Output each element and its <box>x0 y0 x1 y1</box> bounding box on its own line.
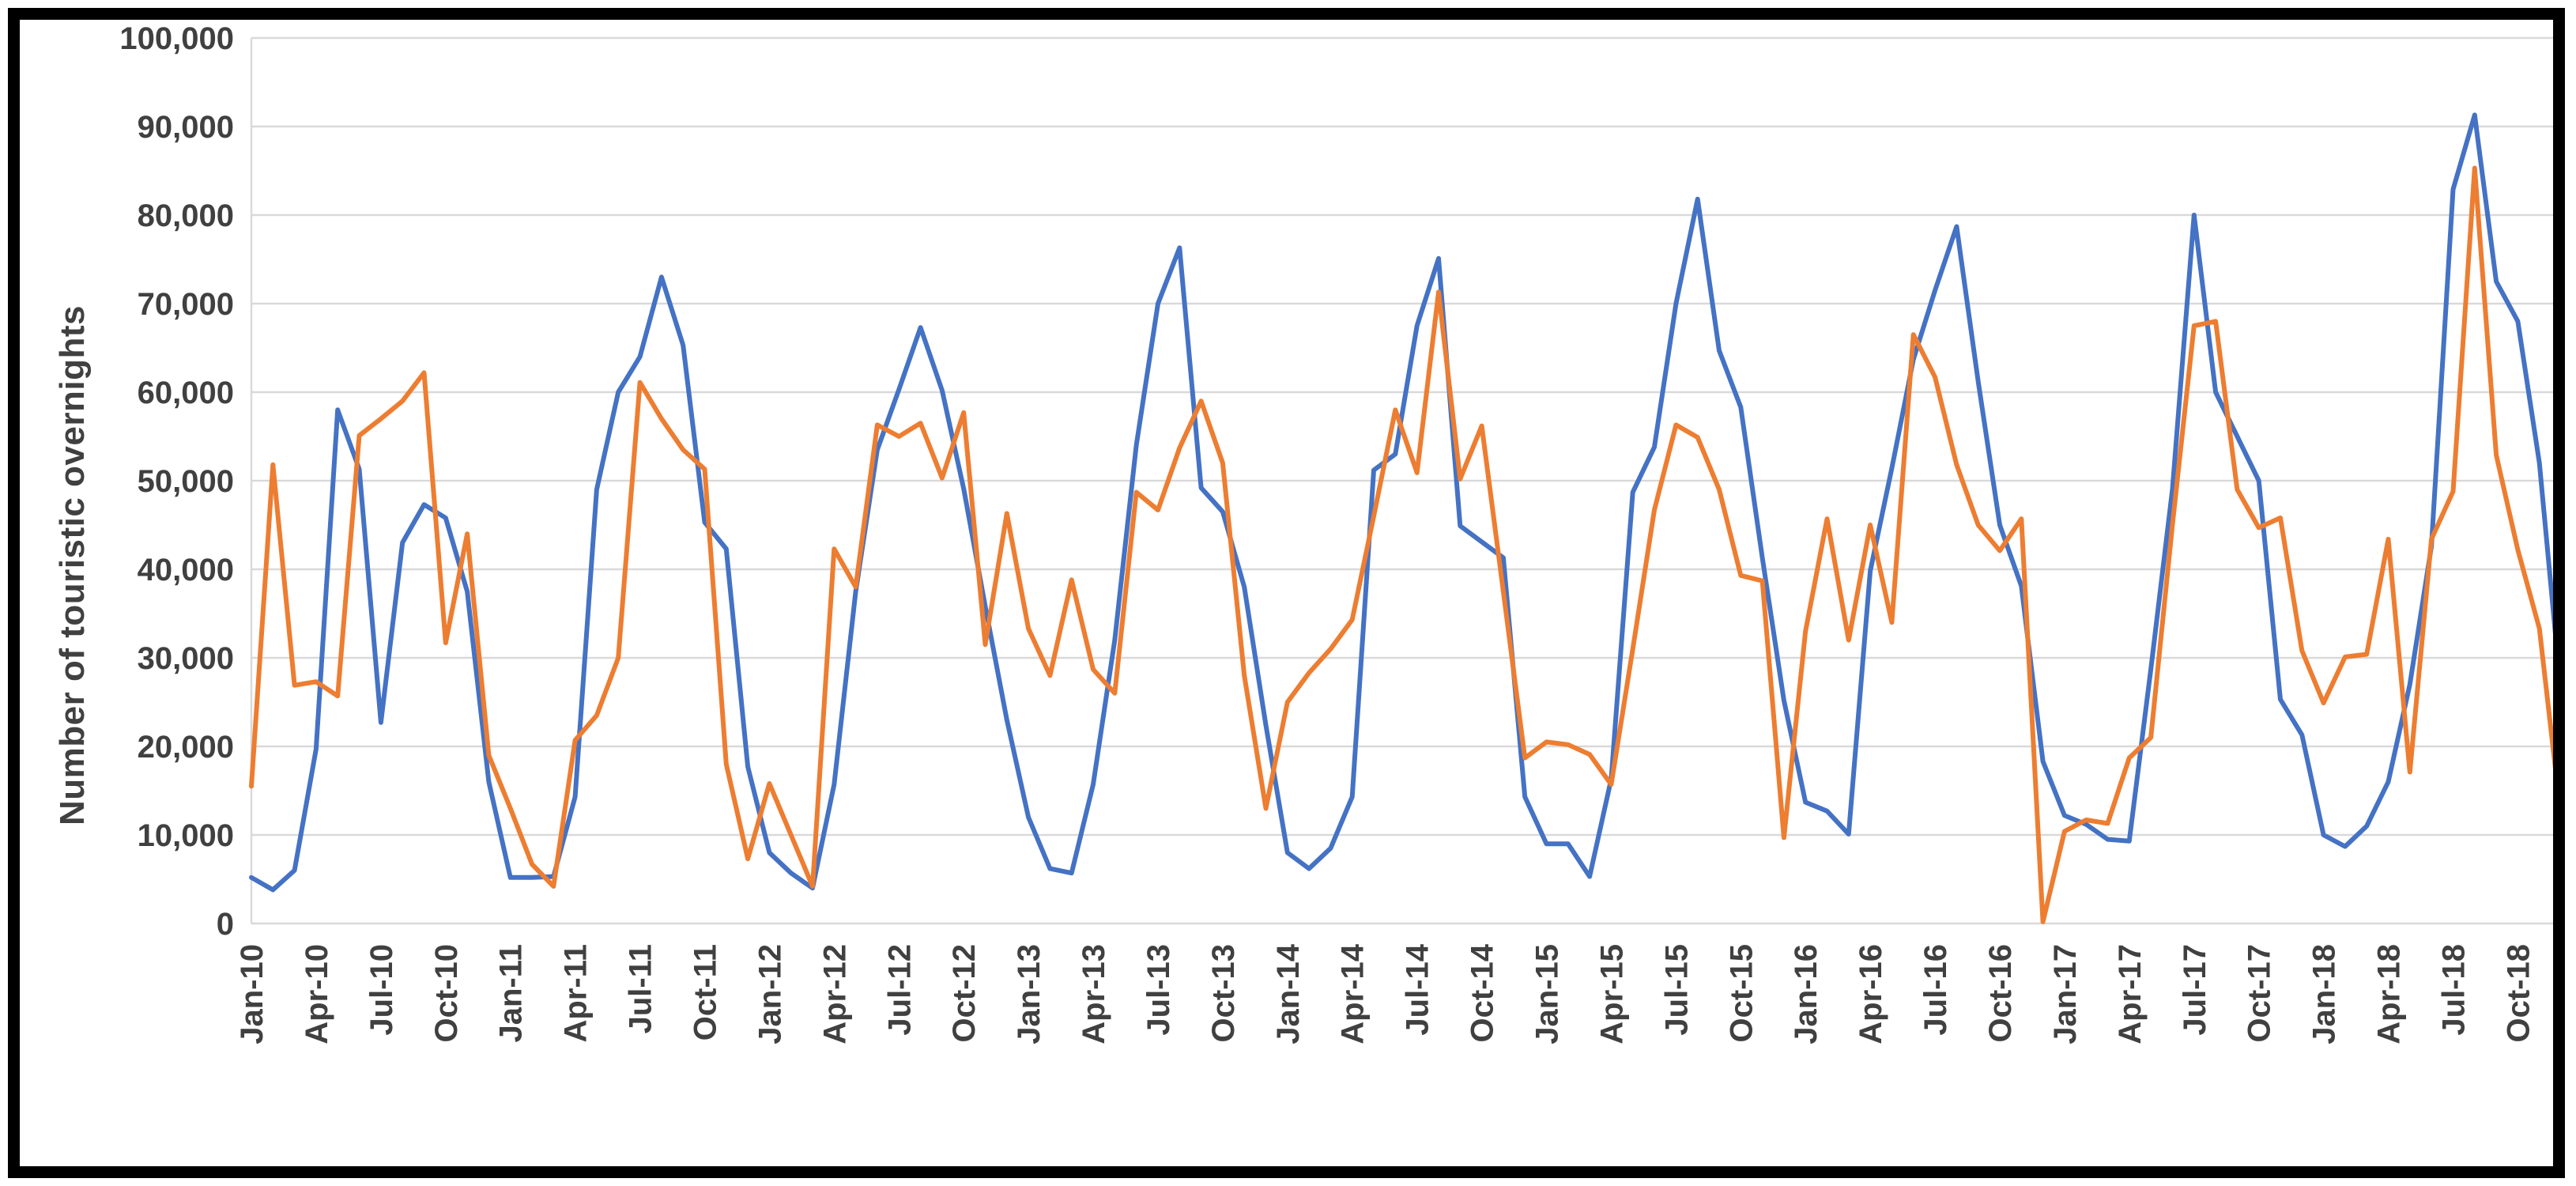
y-axis-tick-labels: 0 10,000 20,000 30,000 40,000 50,000 60,000 70,… <box>119 21 234 942</box>
x-axis-tick-labels: Jan-10 Apr-10 Jul-10 Oct-10 Jan-11 Apr-11 Jul-… <box>235 943 2536 1044</box>
x-tick-label: Apr-10 <box>300 944 334 1044</box>
x-tick-label: Jul-18 <box>2436 944 2471 1036</box>
x-tick-label: Apr-13 <box>1077 944 1111 1044</box>
series-blue-line <box>249 112 2563 893</box>
x-tick-label: Jul-15 <box>1659 944 1694 1036</box>
y-tick-label: 40,000 <box>138 553 234 587</box>
x-tick-label: Jan-14 <box>1271 943 1306 1044</box>
x-tick-label: Apr-12 <box>817 944 852 1044</box>
x-tick-label: Oct-15 <box>1724 944 1759 1043</box>
x-tick-label: Jan-10 <box>235 944 270 1044</box>
x-tick-label: Jul-10 <box>364 944 399 1036</box>
x-tick-label: Jan-17 <box>2048 944 2083 1044</box>
y-tick-label: 70,000 <box>138 287 234 322</box>
x-tick-label: Oct-12 <box>947 944 982 1043</box>
x-tick-label: Oct-13 <box>1206 944 1241 1043</box>
x-tick-label: Jul-14 <box>1401 943 1435 1035</box>
x-tick-label: Oct-17 <box>2242 944 2277 1043</box>
y-axis-title: Number of touristic overnights <box>53 305 92 825</box>
x-tick-label: Oct-14 <box>1465 943 1500 1042</box>
x-tick-label: Jan-13 <box>1012 944 1047 1044</box>
x-tick-label: Jul-17 <box>2178 944 2212 1036</box>
y-tick-label: 10,000 <box>138 818 234 853</box>
x-tick-label: Jul-16 <box>1918 944 1953 1036</box>
x-tick-label: Apr-16 <box>1854 944 1888 1044</box>
x-tick-label: Jan-15 <box>1530 944 1565 1044</box>
gridlines <box>250 36 2561 925</box>
y-tick-label: 100,000 <box>119 21 234 56</box>
y-tick-label: 30,000 <box>138 641 234 676</box>
x-tick-label: Jul-12 <box>882 944 917 1036</box>
y-tick-label: 20,000 <box>138 730 234 765</box>
x-tick-label: Apr-17 <box>2113 944 2148 1044</box>
x-tick-label: Jan-11 <box>494 944 529 1043</box>
series-orange-line <box>249 165 2563 924</box>
y-tick-label: 90,000 <box>138 110 234 145</box>
x-tick-label: Oct-11 <box>688 944 722 1041</box>
y-tick-label: 60,000 <box>138 376 234 410</box>
x-tick-label: Jan-16 <box>1789 944 1824 1044</box>
x-tick-label: Oct-16 <box>1983 944 2018 1043</box>
x-tick-label: Apr-15 <box>1594 944 1629 1044</box>
y-tick-label: 80,000 <box>138 198 234 233</box>
y-tick-label: 0 <box>217 907 234 942</box>
x-tick-label: Apr-11 <box>559 944 594 1043</box>
x-tick-label: Apr-14 <box>1336 943 1371 1044</box>
x-tick-label: Oct-10 <box>429 944 464 1043</box>
x-tick-label: Jul-13 <box>1141 944 1176 1036</box>
x-tick-label: Oct-18 <box>2501 944 2536 1043</box>
x-tick-label: Jan-12 <box>752 944 787 1044</box>
x-tick-label: Apr-18 <box>2372 944 2407 1044</box>
x-tick-label: Jan-18 <box>2307 944 2342 1044</box>
y-tick-label: 50,000 <box>138 464 234 499</box>
x-tick-label: Jul-11 <box>624 944 658 1033</box>
